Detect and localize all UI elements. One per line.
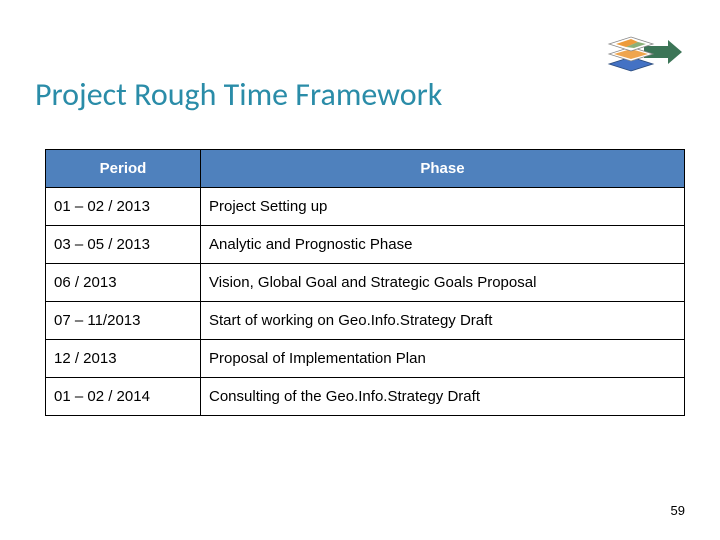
cell-phase: Vision, Global Goal and Strategic Goals …: [201, 264, 685, 302]
cell-period: 07 – 11/2013: [46, 302, 201, 340]
slide-container: Project Rough Time Framework Period Phas…: [0, 0, 720, 540]
cell-period: 03 – 05 / 2013: [46, 226, 201, 264]
cell-phase: Consulting of the Geo.Info.Strategy Draf…: [201, 378, 685, 416]
table-row: 03 – 05 / 2013 Analytic and Prognostic P…: [46, 226, 685, 264]
table-row: 01 – 02 / 2013 Project Setting up: [46, 188, 685, 226]
table-row: 07 – 11/2013 Start of working on Geo.Inf…: [46, 302, 685, 340]
column-header-phase: Phase: [201, 150, 685, 188]
timeline-table: Period Phase 01 – 02 / 2013 Project Sett…: [45, 149, 685, 416]
cell-period: 01 – 02 / 2013: [46, 188, 201, 226]
cell-phase: Analytic and Prognostic Phase: [201, 226, 685, 264]
cell-period: 06 / 2013: [46, 264, 201, 302]
table-row: 01 – 02 / 2014 Consulting of the Geo.Inf…: [46, 378, 685, 416]
page-number: 59: [671, 503, 685, 518]
cell-phase: Project Setting up: [201, 188, 685, 226]
cell-phase: Proposal of Implementation Plan: [201, 340, 685, 378]
cell-period: 01 – 02 / 2014: [46, 378, 201, 416]
page-title: Project Rough Time Framework: [35, 75, 685, 114]
cell-period: 12 / 2013: [46, 340, 201, 378]
table-header-row: Period Phase: [46, 150, 685, 188]
maps-layers-icon: [604, 28, 682, 78]
table-row: 06 / 2013 Vision, Global Goal and Strate…: [46, 264, 685, 302]
table-row: 12 / 2013 Proposal of Implementation Pla…: [46, 340, 685, 378]
column-header-period: Period: [46, 150, 201, 188]
cell-phase: Start of working on Geo.Info.Strategy Dr…: [201, 302, 685, 340]
